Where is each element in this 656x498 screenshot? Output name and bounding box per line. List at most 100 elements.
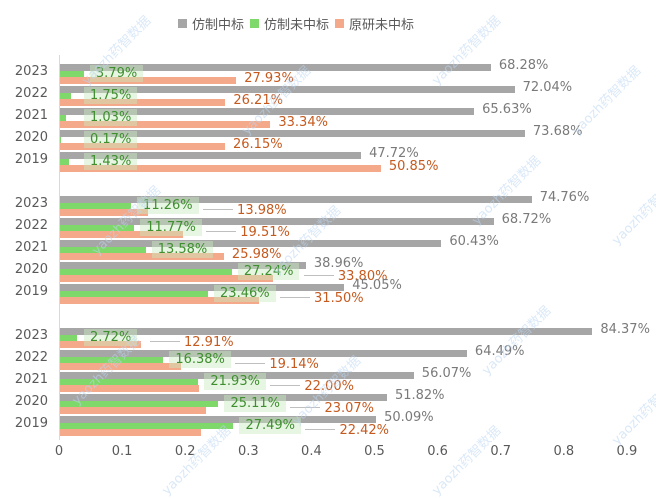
bar-original-lost: [60, 297, 259, 304]
y-tick-label: 2020: [14, 394, 48, 409]
leader-line: [206, 231, 237, 232]
legend-swatch-gray: [178, 19, 187, 28]
data-label-generic-lost: 16.38%: [169, 351, 231, 368]
y-tick-label: 2023: [14, 328, 48, 343]
data-label-original-lost: 13.98%: [237, 203, 287, 218]
data-label-original-lost: 50.85%: [388, 159, 439, 174]
legend-item-generic-lost: 仿制未中标: [250, 14, 329, 33]
bar-generic-lost: [60, 115, 67, 121]
y-tick-label: 2023: [14, 196, 48, 211]
data-label-generic-lost: 1.43%: [84, 153, 138, 170]
data-label-original-lost: 26.21%: [233, 93, 283, 108]
data-label-original-lost: 26.15%: [233, 137, 283, 152]
data-label-original-lost: 33.34%: [278, 115, 328, 130]
bar-original-lost: [60, 253, 224, 260]
data-label-original-lost: 25.98%: [231, 247, 282, 262]
data-label-generic-won: 68.72%: [501, 212, 552, 227]
bar-generic-lost: [60, 423, 234, 429]
data-label-generic-lost: 3.79%: [89, 65, 144, 82]
leader-line: [303, 275, 334, 276]
bar-original-lost: [60, 121, 271, 128]
x-tick-label: 0.6: [427, 444, 448, 459]
x-tick-label: 0.9: [616, 444, 638, 459]
data-label-generic-won: 51.82%: [394, 388, 445, 403]
x-tick-label: 0.4: [301, 444, 322, 459]
bar-generic-lost: [60, 247, 146, 253]
y-tick-label: 2019: [14, 284, 48, 299]
watermark-text: yaozh药智数据: [609, 173, 656, 249]
bar-original-lost: [60, 231, 184, 238]
y-tick-label: 2022: [14, 86, 48, 101]
x-tick-label: 0.7: [490, 444, 512, 459]
bar-generic-won: [60, 328, 593, 335]
data-label-generic-lost: 27.24%: [237, 263, 300, 280]
bar-original-lost: [60, 341, 142, 348]
data-label-generic-won: 74.76%: [539, 190, 590, 205]
bar-generic-lost: [60, 335, 78, 341]
data-label-generic-won: 84.37%: [600, 322, 650, 337]
data-label-generic-lost: 11.77%: [140, 219, 202, 236]
bar-generic-lost: [60, 401, 219, 407]
data-label-original-lost: 33.80%: [337, 269, 388, 284]
bar-original-lost: [60, 165, 381, 172]
bar-generic-lost: [60, 291, 209, 297]
legend-label: 仿制未中标: [264, 18, 330, 33]
y-tick-label: 2023: [14, 64, 48, 79]
leader-line: [290, 407, 321, 408]
bar-original-lost: [60, 385, 199, 392]
data-label-generic-won: 68.28%: [498, 58, 549, 73]
data-label-generic-won: 45.05%: [352, 278, 402, 293]
data-label-generic-lost: 13.58%: [151, 241, 214, 258]
bar-generic-won: [60, 86, 515, 93]
bar-generic-lost: [60, 93, 72, 99]
data-label-original-lost: 27.93%: [244, 71, 294, 86]
data-label-generic-won: 72.04%: [522, 80, 573, 95]
legend-swatch-green: [250, 19, 260, 28]
bar-generic-won: [60, 152, 362, 159]
bar-generic-lost: [60, 379, 199, 385]
y-axis-line: [59, 55, 60, 440]
y-tick-label: 2019: [14, 152, 48, 167]
leader-line: [150, 341, 180, 342]
data-label-generic-won: 50.09%: [384, 410, 434, 425]
bar-original-lost: [60, 143, 225, 150]
data-label-original-lost: 31.50%: [314, 291, 364, 306]
data-label-original-lost: 19.51%: [240, 225, 290, 240]
legend-item-generic-won: 仿制中标: [178, 14, 244, 33]
bar-generic-lost: [60, 71, 84, 77]
watermark-text: yaozh药智数据: [429, 13, 505, 89]
bar-generic-won: [60, 130, 525, 137]
watermark-text: yaozh药智数据: [609, 373, 656, 449]
data-label-generic-won: 64.49%: [474, 344, 525, 359]
data-label-generic-won: 65.63%: [482, 102, 532, 117]
bar-generic-won: [60, 196, 532, 203]
bar-generic-lost: [60, 137, 62, 143]
data-label-original-lost: 19.14%: [269, 357, 319, 372]
x-tick-label: 0.8: [553, 444, 575, 459]
data-label-generic-lost: 25.11%: [224, 395, 287, 412]
data-label-generic-lost: 27.49%: [239, 417, 302, 434]
data-label-generic-lost: 1.75%: [84, 87, 138, 104]
data-label-generic-lost: 21.93%: [204, 373, 266, 390]
data-label-generic-lost: 1.03%: [84, 109, 138, 126]
data-label-original-lost: 22.00%: [304, 379, 354, 394]
data-label-generic-won: 73.68%: [532, 124, 583, 139]
y-tick-label: 2020: [14, 130, 48, 145]
bar-generic-won: [60, 416, 377, 423]
bar-original-lost: [60, 99, 226, 106]
data-label-generic-won: 60.43%: [449, 234, 499, 249]
bar-generic-lost: [60, 203, 132, 209]
chart-legend: 仿制中标 仿制未中标 原研未中标: [178, 14, 420, 33]
x-tick-label: 0: [54, 444, 64, 459]
data-label-generic-lost: 11.26%: [137, 197, 199, 214]
x-tick-label: 0.5: [364, 444, 385, 459]
bar-generic-won: [60, 394, 387, 401]
data-label-generic-lost: 0.17%: [84, 131, 138, 148]
bar-generic-won: [60, 108, 475, 115]
bar-generic-won: [60, 64, 491, 71]
leader-line: [235, 363, 266, 364]
bar-original-lost: [60, 363, 181, 370]
y-tick-label: 2021: [14, 372, 48, 387]
x-tick-label: 0.1: [111, 444, 133, 459]
legend-swatch-orange: [335, 19, 345, 28]
